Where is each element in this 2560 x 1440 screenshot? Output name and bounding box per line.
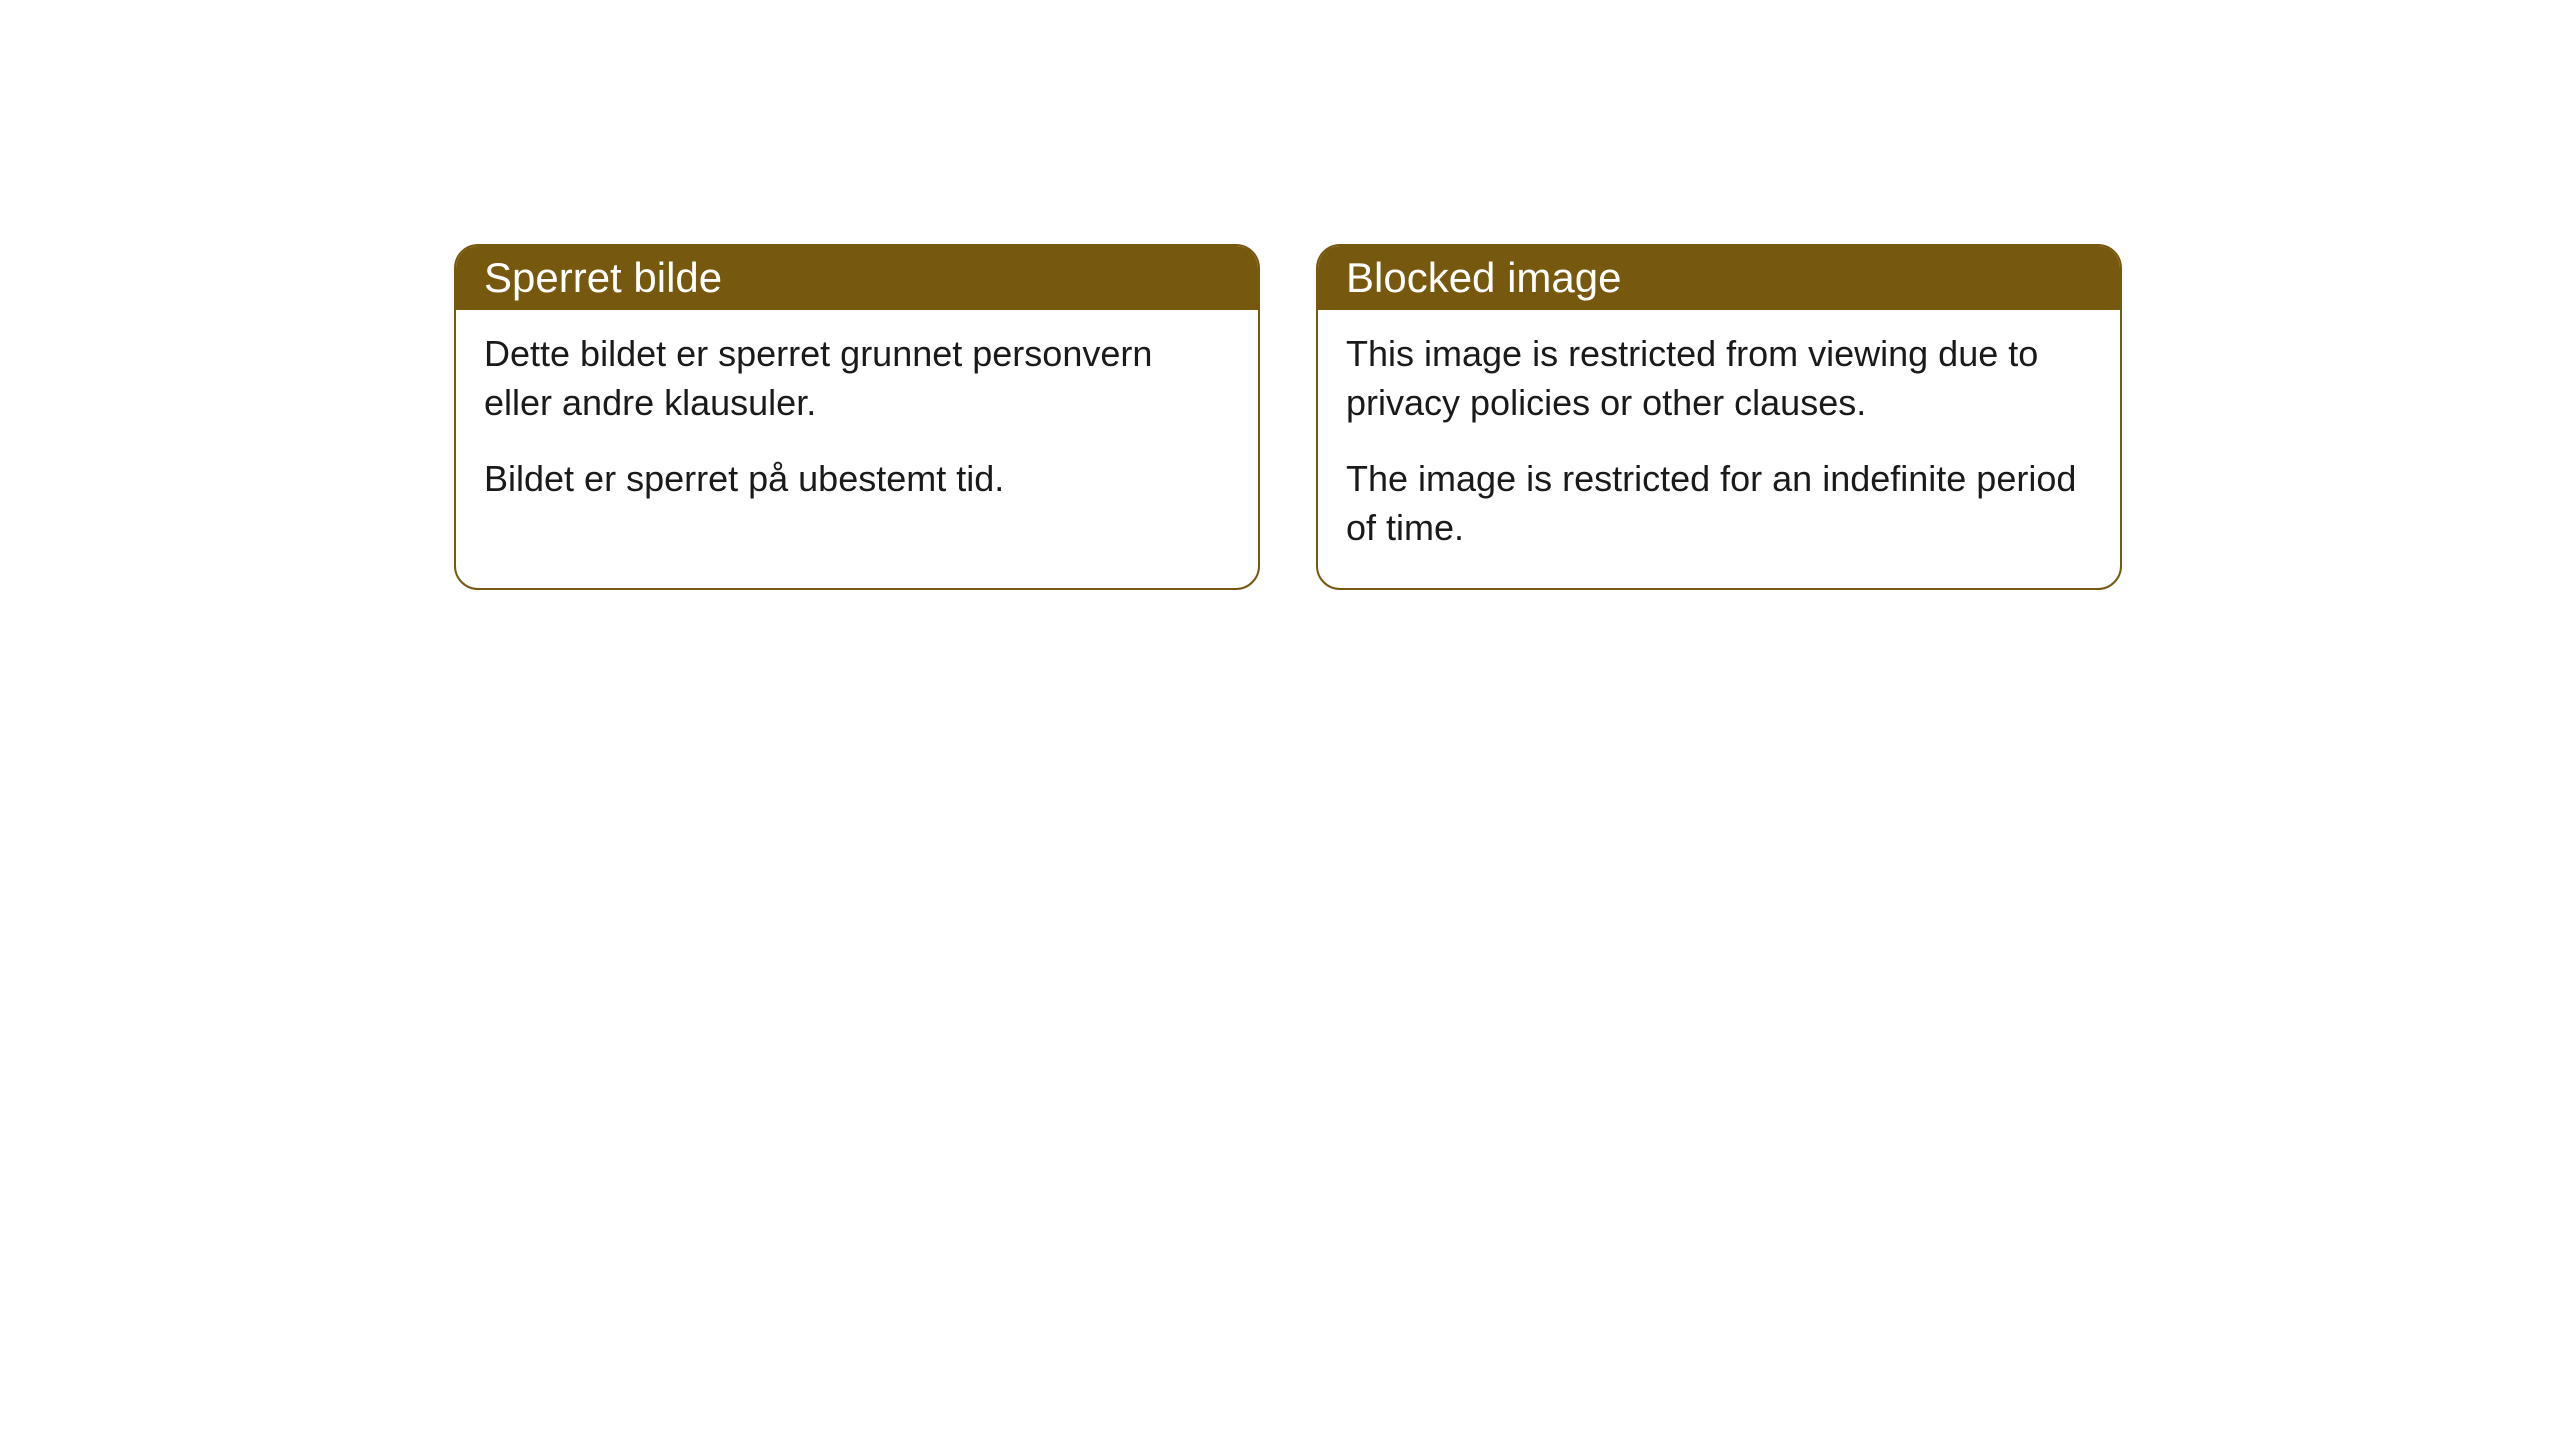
blocked-image-card-norwegian: Sperret bilde Dette bildet er sperret gr… — [454, 244, 1260, 590]
card-header-norwegian: Sperret bilde — [456, 246, 1258, 310]
card-text-norwegian-1: Dette bildet er sperret grunnet personve… — [484, 330, 1230, 427]
card-text-norwegian-2: Bildet er sperret på ubestemt tid. — [484, 455, 1230, 504]
card-text-english-1: This image is restricted from viewing du… — [1346, 330, 2092, 427]
notice-cards-container: Sperret bilde Dette bildet er sperret gr… — [454, 244, 2122, 590]
card-header-english: Blocked image — [1318, 246, 2120, 310]
card-text-english-2: The image is restricted for an indefinit… — [1346, 455, 2092, 552]
card-body-norwegian: Dette bildet er sperret grunnet personve… — [456, 310, 1258, 540]
card-body-english: This image is restricted from viewing du… — [1318, 310, 2120, 588]
blocked-image-card-english: Blocked image This image is restricted f… — [1316, 244, 2122, 590]
